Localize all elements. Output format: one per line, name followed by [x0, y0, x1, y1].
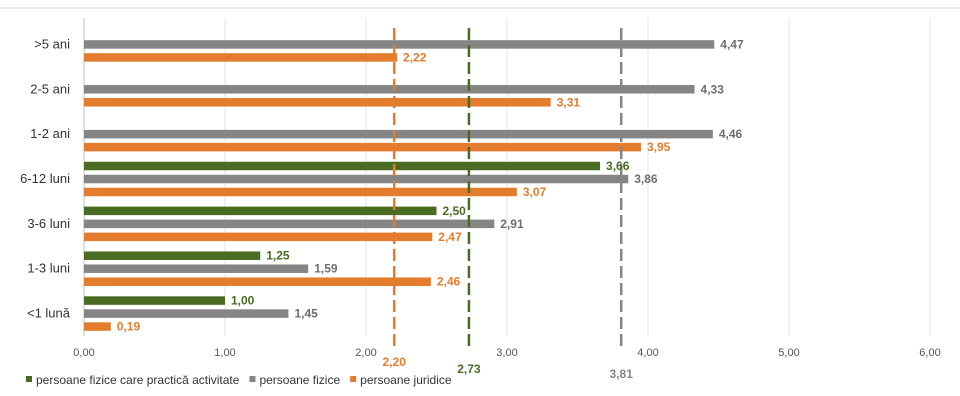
bar-s1-c6	[84, 40, 715, 49]
bar-s1-c3	[84, 174, 629, 184]
x-tick-label-1: 1,00	[214, 347, 235, 359]
data-label-s1-c4: 4,46	[719, 127, 743, 141]
bar-s2-c3	[84, 187, 517, 197]
category-label-6: >5 ani	[34, 36, 70, 51]
x-tick-label-6: 6,00	[919, 347, 940, 359]
x-tick-label-4: 4,00	[637, 347, 658, 359]
legend-swatch-1	[249, 376, 256, 382]
data-label-s2-c3: 3,07	[523, 185, 547, 199]
bar-s2-c6	[84, 53, 398, 62]
category-label-1: 1-3 luni	[27, 261, 70, 276]
data-label-s2-c6: 2,22	[403, 50, 427, 64]
bar-s2-c2	[84, 232, 433, 242]
bar-s1-c0	[84, 309, 289, 318]
bars-layer	[84, 40, 715, 331]
reference-line-label-1: 2,73	[457, 362, 481, 376]
data-label-s2-c2: 2,47	[438, 230, 462, 244]
legend-label-2: persoane juridice	[360, 373, 452, 387]
data-label-s2-c0: 0,19	[117, 320, 141, 334]
bar-s1-c5	[84, 85, 695, 94]
bar-s1-c2	[84, 219, 495, 229]
data-label-s0-c1: 1,25	[266, 249, 290, 263]
data-label-s2-c1: 2,46	[437, 275, 461, 289]
bar-s2-c0	[84, 322, 111, 331]
labels-layer: 0,00 1,00 2,00 3,00 4,00 5,00 6,00 <1 lună 1,00 1…	[20, 36, 941, 381]
data-label-s1-c2: 2,91	[500, 217, 524, 231]
data-label-s0-c2: 2,50	[443, 204, 467, 218]
category-label-3: 6-12 luni	[20, 171, 70, 186]
bar-s0-c0	[84, 296, 225, 305]
bar-s1-c1	[84, 264, 309, 273]
legend-swatch-0	[26, 376, 32, 382]
legend-label-1: persoane fizice	[259, 373, 340, 387]
legend-label-0: persoane fizice care practică activitate	[36, 373, 240, 387]
data-label-s0-c3: 3,66	[606, 159, 630, 173]
legend: persoane fizice care practică activitate…	[26, 373, 452, 387]
x-tick-label-2: 2,00	[355, 347, 376, 359]
bar-s2-c4	[84, 142, 641, 152]
bar-s2-c5	[84, 98, 551, 107]
reference-lines-layer	[392, 28, 623, 350]
data-label-s1-c0: 1,45	[294, 307, 318, 321]
reference-line-label-0: 2,20	[383, 355, 407, 369]
category-label-2: 3-6 luni	[27, 216, 70, 231]
data-label-s1-c3: 3,86	[634, 172, 658, 186]
x-tick-label-3: 3,00	[496, 347, 517, 359]
x-tick-label-0: 0,00	[73, 347, 94, 359]
data-label-s0-c0: 1,00	[231, 294, 255, 308]
bar-s0-c2	[84, 206, 437, 216]
bar-s1-c4	[84, 129, 713, 139]
bar-s0-c1	[84, 251, 261, 260]
category-label-5: 2-5 ani	[30, 81, 70, 96]
reference-line-label-2: 3,81	[610, 367, 634, 381]
x-tick-label-5: 5,00	[778, 347, 799, 359]
data-label-s1-c6: 4,47	[720, 37, 744, 51]
data-label-s2-c5: 3,31	[557, 95, 581, 109]
category-label-0: <1 lună	[27, 306, 71, 321]
data-label-s1-c5: 4,33	[701, 82, 725, 96]
legend-swatch-2	[350, 376, 357, 382]
bar-s0-c3	[84, 161, 601, 171]
data-label-s2-c4: 3,95	[647, 140, 671, 154]
bar-s2-c1	[84, 277, 431, 286]
data-label-s1-c1: 1,59	[314, 262, 338, 276]
category-label-4: 1-2 ani	[30, 126, 70, 141]
